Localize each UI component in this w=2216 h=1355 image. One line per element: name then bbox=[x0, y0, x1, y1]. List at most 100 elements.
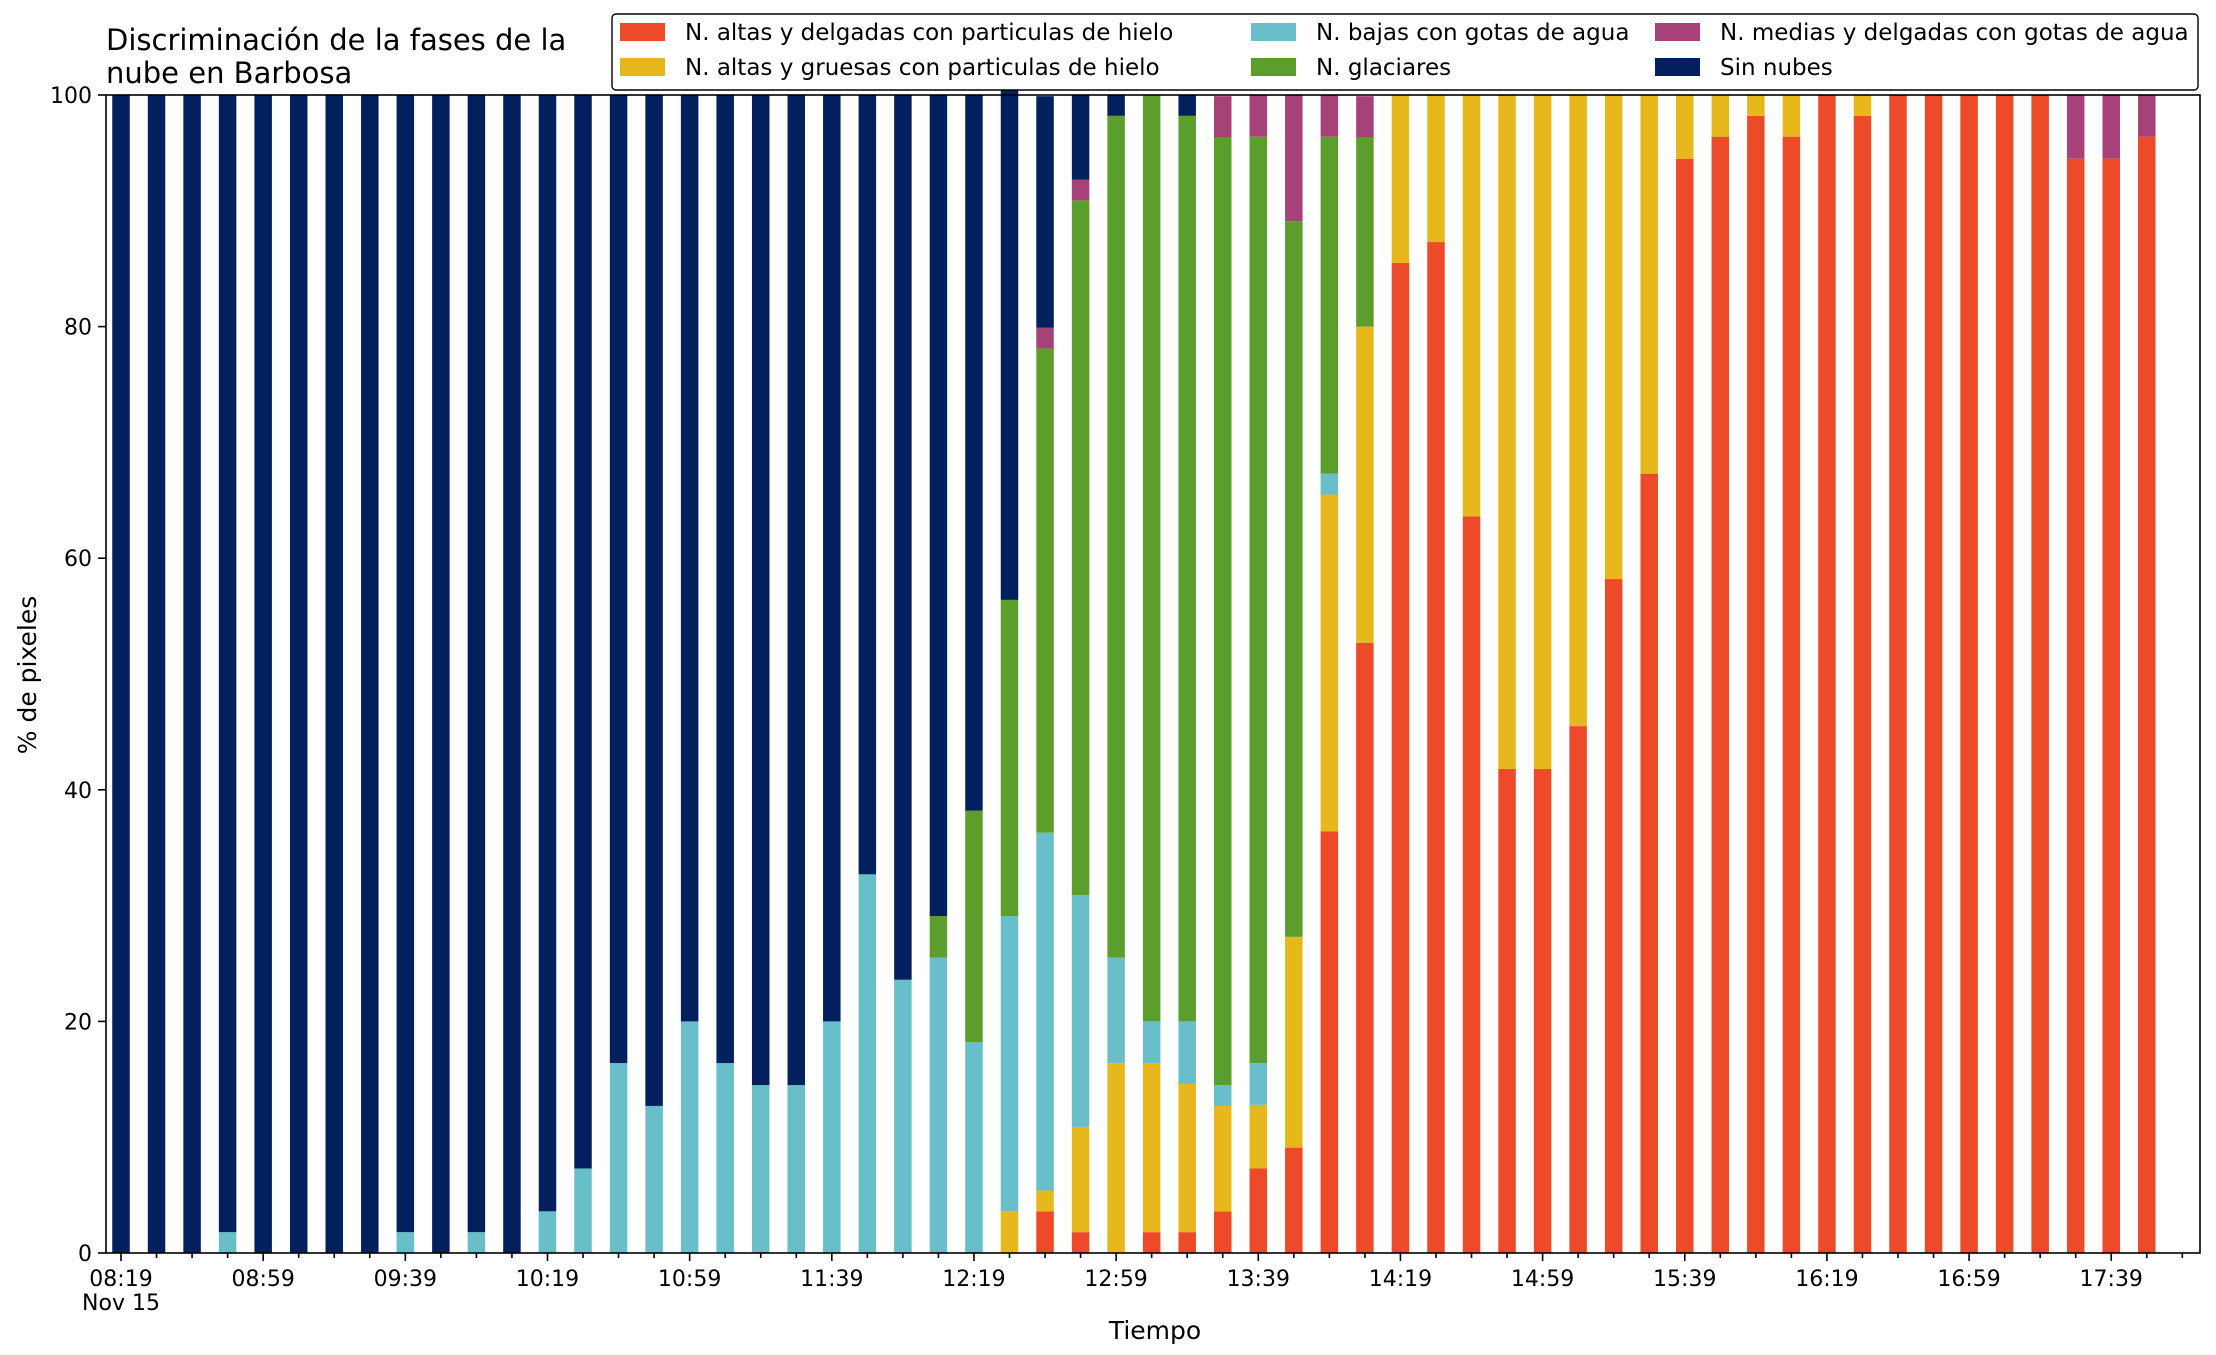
y-tick-label: 100 bbox=[50, 84, 92, 109]
bar-segment-1-49 bbox=[1853, 95, 1872, 116]
bar-segment-5-15 bbox=[645, 95, 663, 1106]
bar-segment-2-20 bbox=[823, 1021, 841, 1253]
bar-segment-5-18 bbox=[751, 95, 770, 1086]
bar-segment-2-19 bbox=[787, 1085, 806, 1253]
bar-segment-3-31 bbox=[1213, 137, 1232, 1086]
bar-segment-0-41 bbox=[1569, 726, 1587, 1253]
bar-segment-5-24 bbox=[965, 95, 983, 811]
bar-segment-2-23 bbox=[929, 957, 948, 1253]
bar-segment-1-25 bbox=[1000, 1211, 1019, 1253]
bar-segment-2-34 bbox=[1320, 473, 1339, 495]
bar-segment-3-29 bbox=[1142, 95, 1161, 1022]
chart-title-line-1: Discriminación de la fases de la bbox=[106, 23, 566, 57]
bar-segment-1-38 bbox=[1462, 95, 1481, 517]
bar-segment-5-7 bbox=[361, 95, 379, 1253]
bar-segment-2-12 bbox=[538, 1211, 557, 1253]
legend-label: N. bajas con gotas de agua bbox=[1316, 20, 1629, 46]
bar-segment-5-1 bbox=[147, 95, 166, 1253]
bar-segment-3-26 bbox=[1036, 348, 1054, 833]
bar-segment-4-27 bbox=[1071, 179, 1090, 201]
bar-segment-5-30 bbox=[1178, 95, 1196, 116]
bar-segment-5-8 bbox=[396, 95, 415, 1233]
legend-swatch bbox=[1655, 23, 1700, 41]
bar-segment-0-50 bbox=[1889, 95, 1907, 1253]
bar-segment-1-26 bbox=[1036, 1190, 1054, 1212]
bar-segment-2-27 bbox=[1071, 895, 1090, 1127]
bar-segment-1-30 bbox=[1178, 1083, 1196, 1233]
bar-segment-2-17 bbox=[716, 1063, 734, 1253]
bar-segment-1-27 bbox=[1071, 1126, 1090, 1233]
y-tick-label: 80 bbox=[64, 316, 92, 341]
x-tick-label: 09:39 bbox=[374, 1267, 437, 1292]
plot-frame bbox=[105, 94, 2201, 1254]
bar-segment-2-22 bbox=[894, 979, 912, 1253]
bar-segment-1-32 bbox=[1249, 1104, 1268, 1169]
bar-segment-0-52 bbox=[1960, 95, 1978, 1253]
bar-segment-5-4 bbox=[254, 95, 272, 1253]
bar-segment-5-27 bbox=[1071, 95, 1090, 180]
legend-label: N. medias y delgadas con gotas de agua bbox=[1720, 20, 2189, 46]
bar-segment-0-30 bbox=[1178, 1232, 1196, 1253]
bar-segment-1-47 bbox=[1782, 95, 1801, 137]
bar-segment-4-56 bbox=[2102, 95, 2120, 159]
bar-segment-4-33 bbox=[1285, 95, 1303, 222]
legend-swatch bbox=[620, 23, 665, 41]
bar-segment-5-20 bbox=[823, 95, 841, 1022]
x-tick-label: 15:39 bbox=[1653, 1267, 1716, 1292]
bar-segment-3-35 bbox=[1356, 137, 1374, 327]
bar-segment-1-42 bbox=[1604, 95, 1623, 580]
x-tick-label: 11:39 bbox=[800, 1267, 863, 1292]
bar-segment-1-43 bbox=[1640, 95, 1658, 474]
y-axis: 0 20 40 60 80 100 bbox=[50, 84, 106, 1267]
y-tick-label: 40 bbox=[64, 779, 92, 804]
bar-segment-0-34 bbox=[1320, 831, 1339, 1253]
bar-segment-5-10 bbox=[467, 95, 486, 1233]
bar-segment-1-34 bbox=[1320, 494, 1339, 832]
bar-segment-3-23 bbox=[929, 916, 948, 958]
bar-segment-5-19 bbox=[787, 95, 806, 1086]
bar-segment-4-31 bbox=[1213, 96, 1232, 138]
bar-segment-5-17 bbox=[716, 95, 734, 1064]
bar-segment-5-12 bbox=[538, 95, 557, 1212]
bar-segment-0-49 bbox=[1853, 115, 1872, 1254]
bar-segment-5-22 bbox=[894, 95, 912, 980]
bar-segment-0-55 bbox=[2066, 158, 2085, 1254]
bar-segment-2-29 bbox=[1142, 1021, 1161, 1064]
bar-segment-3-30 bbox=[1178, 115, 1196, 1022]
bar-segment-3-27 bbox=[1071, 200, 1090, 896]
bar-segment-0-31 bbox=[1213, 1211, 1232, 1253]
bar-segment-0-56 bbox=[2102, 158, 2120, 1254]
x-tick-label: 17:39 bbox=[2080, 1267, 2143, 1292]
bar-segment-5-3 bbox=[218, 95, 237, 1233]
bar-segment-5-16 bbox=[680, 95, 699, 1022]
legend-box bbox=[611, 13, 2199, 91]
bar-segment-0-54 bbox=[2031, 95, 2049, 1253]
bar-segment-2-32 bbox=[1249, 1063, 1268, 1105]
bar-segment-2-31 bbox=[1213, 1085, 1232, 1106]
bar-segment-4-32 bbox=[1249, 95, 1268, 137]
bar-segment-5-9 bbox=[432, 95, 450, 1253]
x-date-label: Nov 15 bbox=[82, 1291, 160, 1316]
x-tick-label: 12:19 bbox=[942, 1267, 1005, 1292]
x-tick-label: 14:19 bbox=[1369, 1267, 1432, 1292]
bar-segment-1-33 bbox=[1285, 936, 1303, 1148]
bar-segment-0-36 bbox=[1391, 262, 1410, 1253]
bar-segment-4-26 bbox=[1036, 327, 1054, 349]
bar-segment-0-47 bbox=[1782, 136, 1801, 1254]
legend-swatch bbox=[620, 58, 665, 76]
bar-segment-0-53 bbox=[1995, 95, 2014, 1253]
bar-segment-2-3 bbox=[218, 1232, 237, 1253]
bar-segment-3-32 bbox=[1249, 136, 1268, 1064]
bar-segment-5-21 bbox=[858, 95, 877, 875]
bar-segment-0-51 bbox=[1924, 95, 1943, 1253]
legend-swatch bbox=[1655, 58, 1700, 76]
bar-segment-0-29 bbox=[1142, 1232, 1161, 1253]
bar-segment-1-29 bbox=[1142, 1063, 1161, 1233]
bar-segment-1-46 bbox=[1747, 95, 1765, 116]
bar-segment-1-39 bbox=[1498, 95, 1516, 769]
x-tick-label: 13:39 bbox=[1227, 1267, 1290, 1292]
bar-segment-0-43 bbox=[1640, 473, 1658, 1253]
bar-segment-1-28 bbox=[1107, 1063, 1125, 1253]
x-tick-label: 10:19 bbox=[516, 1267, 579, 1292]
